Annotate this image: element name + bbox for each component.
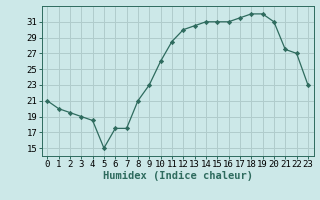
X-axis label: Humidex (Indice chaleur): Humidex (Indice chaleur)	[103, 171, 252, 181]
